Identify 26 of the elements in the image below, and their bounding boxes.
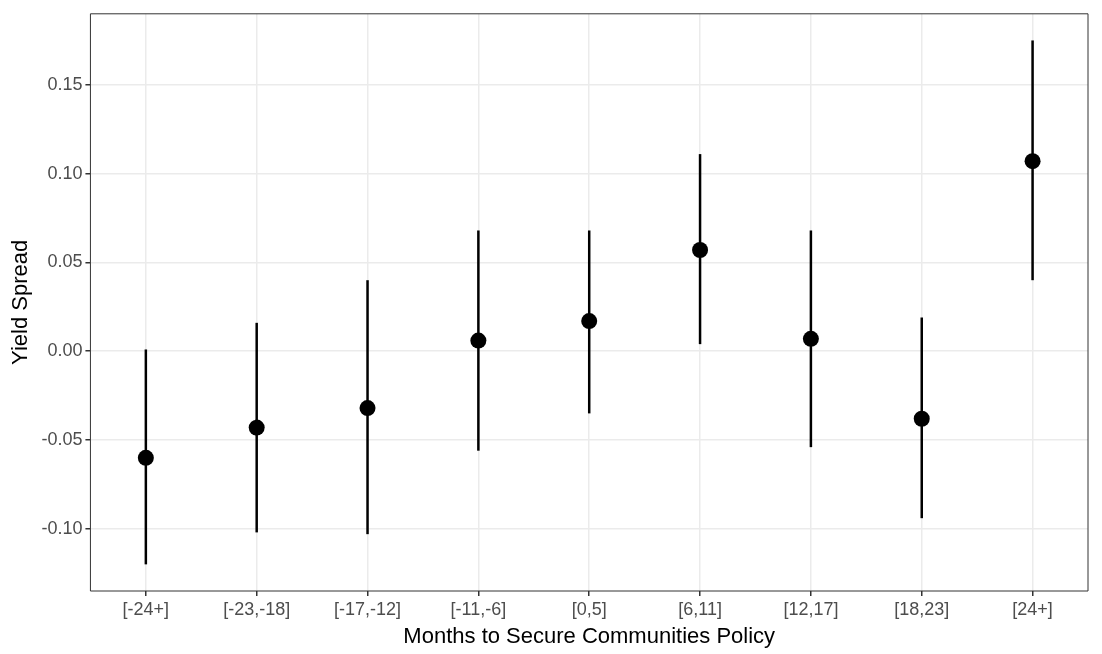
point <box>470 332 487 349</box>
point <box>692 242 709 259</box>
point <box>137 449 154 466</box>
x-tick-label: [18,23] <box>894 598 950 619</box>
y-tick-label: 0.15 <box>47 73 83 94</box>
x-tick-label: [-11,-6] <box>450 598 507 619</box>
y-tick-label: -0.05 <box>41 429 83 450</box>
point <box>1024 153 1041 170</box>
x-tick-label: [-17,-12] <box>334 598 402 619</box>
y-tick-label: 0.10 <box>47 162 83 183</box>
y-tick-label: 0.05 <box>47 251 83 272</box>
x-tick-label: [0,5] <box>571 598 607 619</box>
point <box>913 410 930 427</box>
x-tick-label: [6,11] <box>678 598 722 619</box>
point <box>248 419 265 436</box>
y-axis-title: Yield Spread <box>7 239 33 365</box>
point <box>581 313 598 330</box>
point <box>359 400 376 417</box>
point <box>802 330 819 347</box>
x-tick-label: [-23,-18] <box>223 598 291 619</box>
x-tick-label: [-24+] <box>122 598 170 619</box>
y-tick-label: -0.10 <box>41 517 83 538</box>
y-tick-label: 0.00 <box>47 340 83 361</box>
x-tick-label: [24+] <box>1012 598 1053 619</box>
x-axis-title: Months to Secure Communities Policy <box>403 622 776 648</box>
x-tick-label: [12,17] <box>783 598 839 619</box>
